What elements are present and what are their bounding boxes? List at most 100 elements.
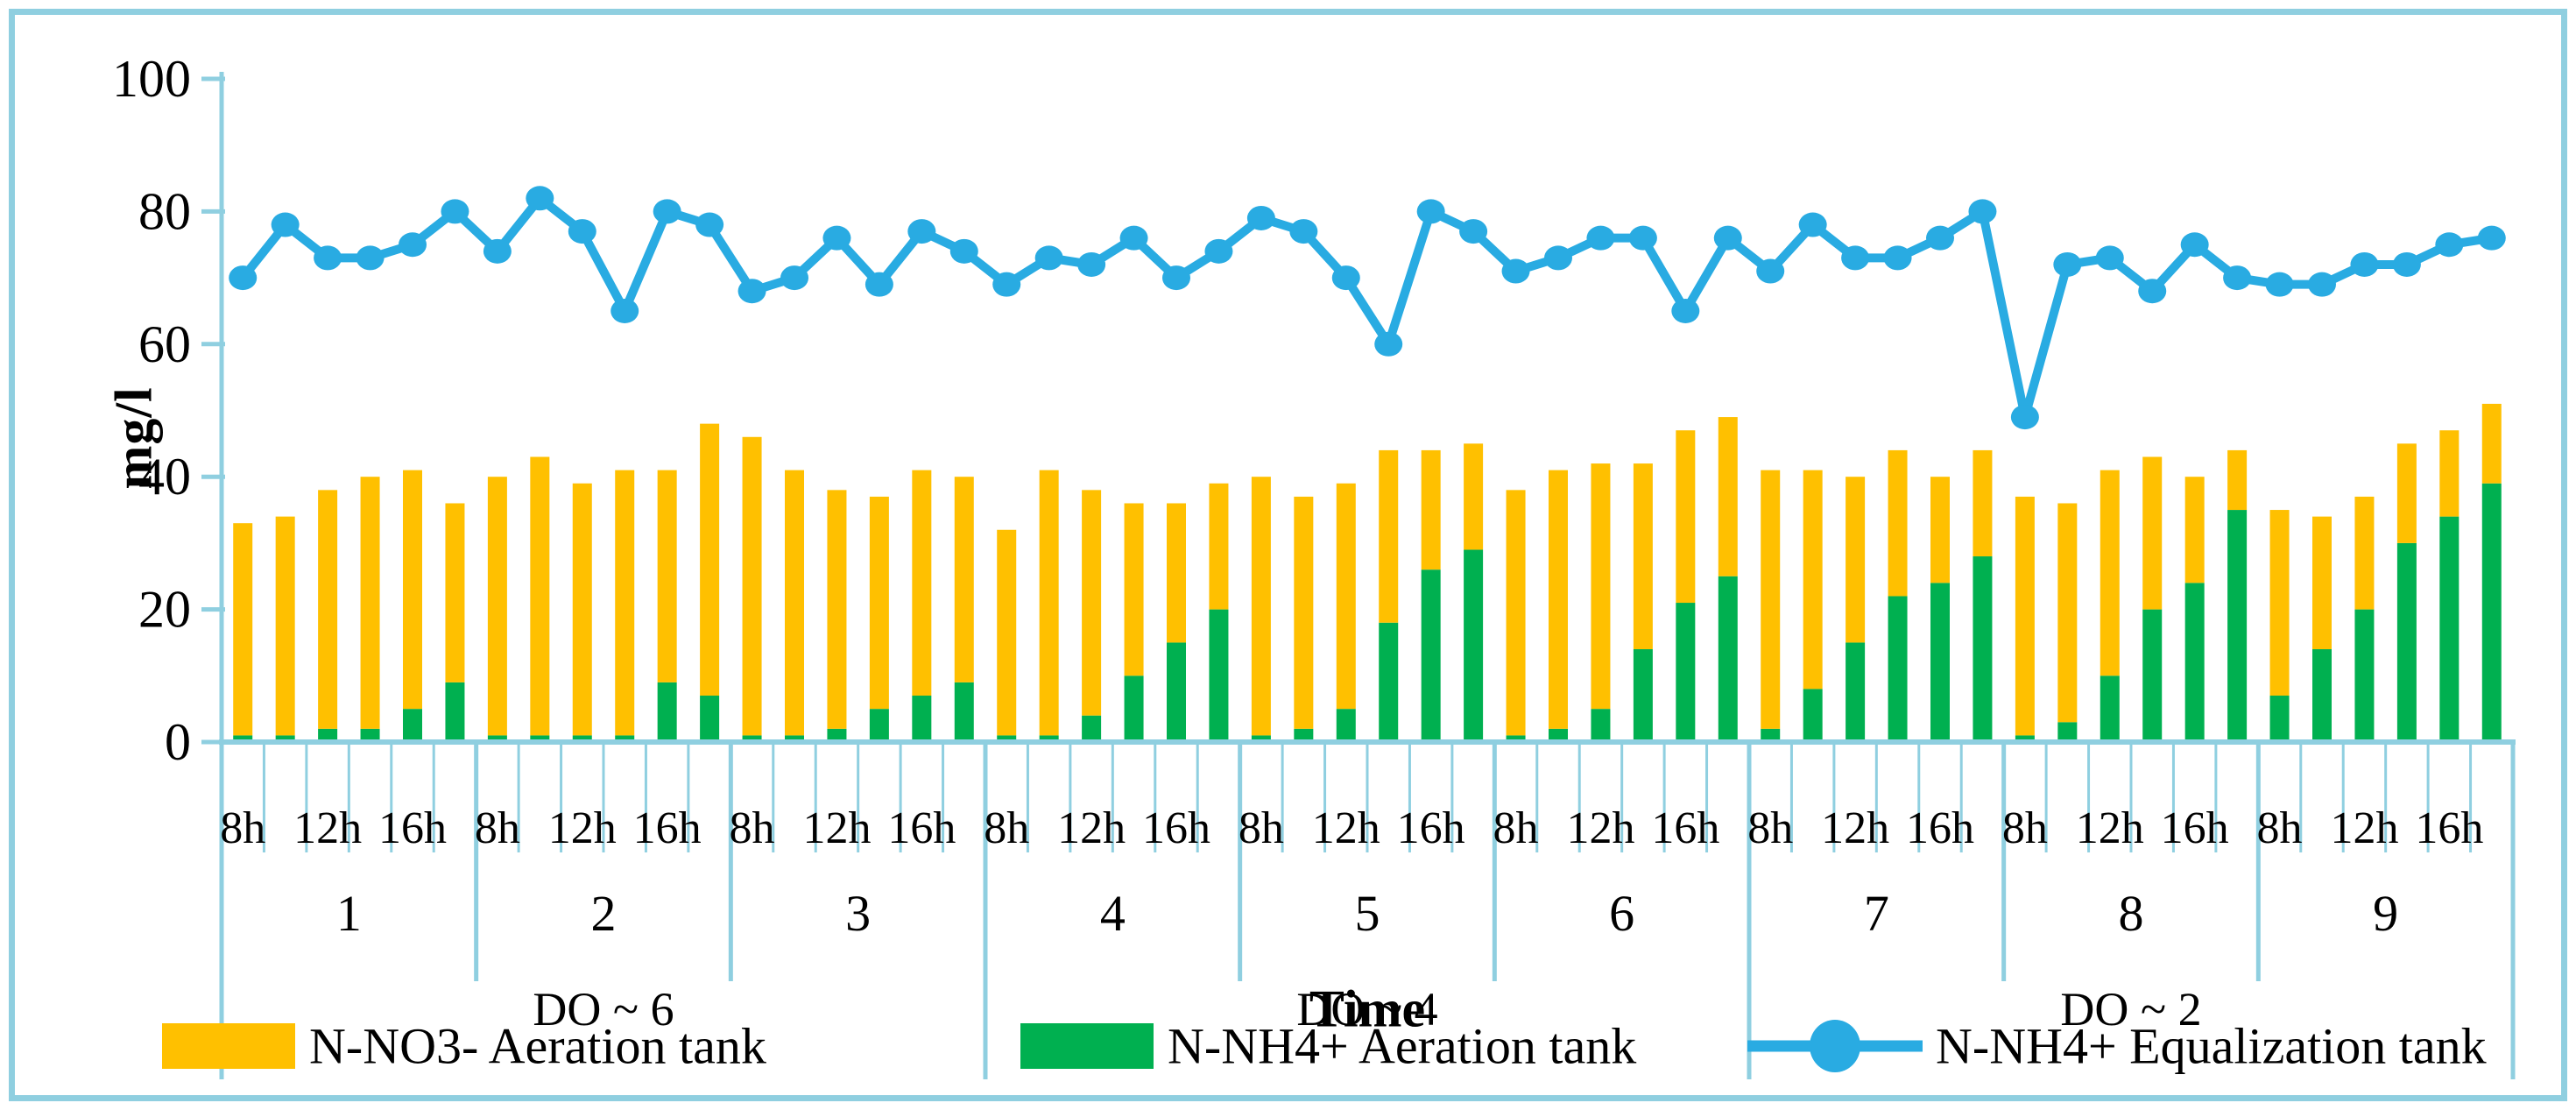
- time-label: 12h: [2330, 803, 2398, 853]
- line-point: [992, 272, 1021, 297]
- bar-green: [1930, 583, 1950, 742]
- bar-green: [318, 728, 338, 742]
- day-label: 8: [2119, 885, 2144, 942]
- bar-green: [912, 696, 932, 742]
- line-point: [526, 186, 554, 211]
- bar-green: [1676, 603, 1696, 742]
- time-label: 12h: [1057, 803, 1126, 853]
- day-label: 3: [845, 885, 871, 942]
- time-label: 8h: [1493, 803, 1539, 853]
- bar-green: [530, 735, 550, 742]
- time-label: 8h: [730, 803, 775, 853]
- day-label: 5: [1355, 885, 1380, 942]
- bar-green: [1888, 596, 1908, 742]
- bar-yellow: [1082, 490, 1102, 716]
- bar-yellow: [318, 490, 338, 729]
- day-label: 9: [2373, 885, 2398, 942]
- line-point: [2138, 279, 2167, 304]
- line-point: [1374, 331, 1403, 357]
- line-point: [2308, 272, 2336, 297]
- bar-yellow: [2015, 496, 2035, 736]
- bar-green: [2439, 516, 2460, 742]
- bar-green: [2184, 583, 2205, 742]
- time-label: 8h: [475, 803, 520, 853]
- bar-green: [360, 728, 380, 742]
- y-tick-label: 80: [138, 182, 191, 240]
- bar-yellow: [1846, 477, 1866, 643]
- line-point: [399, 232, 427, 258]
- bar-yellow: [233, 523, 253, 736]
- bar-yellow: [572, 483, 592, 736]
- bar-green: [997, 735, 1017, 742]
- time-label: 12h: [1312, 803, 1380, 853]
- time-label: 8h: [2002, 803, 2048, 853]
- time-label: 8h: [1239, 803, 1284, 853]
- bar-green: [2100, 675, 2120, 742]
- bar-green: [1846, 642, 1866, 742]
- line-point: [314, 245, 342, 271]
- time-label: 16h: [1142, 803, 1210, 853]
- line-point: [1416, 199, 1445, 224]
- bar-yellow: [2269, 510, 2290, 696]
- line-point: [1883, 245, 1912, 271]
- time-label: 16h: [378, 803, 447, 853]
- bar-yellow: [2184, 477, 2205, 583]
- line-point: [1119, 225, 1148, 251]
- bar-yellow: [827, 490, 847, 729]
- bar-yellow: [445, 503, 465, 682]
- line-point: [1289, 219, 1318, 244]
- time-label: 16h: [1651, 803, 1719, 853]
- bar-yellow: [2439, 430, 2460, 517]
- legend-line-marker-symbol: [1747, 1020, 1923, 1072]
- line-point: [780, 265, 808, 291]
- bar-green: [1718, 576, 1738, 742]
- bar-yellow: [530, 456, 550, 736]
- bar-green: [233, 735, 253, 742]
- line-point: [1034, 245, 1063, 271]
- bar-yellow: [2057, 503, 2078, 723]
- bar-yellow: [1421, 449, 1441, 570]
- do-group-label: DO ~ 4: [1296, 983, 1437, 1036]
- bar-green: [445, 682, 465, 742]
- line-point: [1713, 225, 1742, 251]
- bar-yellow: [1761, 470, 1781, 729]
- bar-yellow: [1888, 449, 1908, 597]
- bar-green: [700, 696, 720, 742]
- line-point: [2435, 232, 2464, 258]
- do-group-label: DO ~ 6: [533, 983, 674, 1036]
- time-label: 16h: [2161, 803, 2229, 853]
- line-point: [568, 219, 596, 244]
- bar-green: [1421, 569, 1441, 742]
- do-group-label: DO ~ 2: [2060, 983, 2201, 1036]
- bar-yellow: [657, 470, 677, 682]
- bar-green: [785, 735, 804, 742]
- bar-green: [1506, 735, 1526, 742]
- line-point: [1841, 245, 1870, 271]
- bar-green: [2227, 510, 2248, 742]
- line-point: [907, 219, 936, 244]
- y-tick-label: 20: [138, 581, 191, 639]
- line-point: [1162, 265, 1190, 291]
- bar-green: [1761, 728, 1781, 742]
- bar-yellow: [1506, 490, 1526, 736]
- line-point: [2180, 232, 2209, 258]
- y-tick-label: 40: [138, 448, 191, 506]
- bar-green: [2396, 542, 2417, 742]
- line-point: [695, 212, 724, 237]
- line-point: [2477, 225, 2506, 251]
- bar-yellow: [2396, 443, 2417, 543]
- time-label: 12h: [2076, 803, 2144, 853]
- bar-yellow: [487, 477, 507, 736]
- bar-green: [2481, 483, 2502, 742]
- chart-border: [9, 9, 2567, 1101]
- bar-yellow: [742, 436, 762, 736]
- line-point: [2053, 251, 2082, 277]
- bar-yellow: [403, 470, 422, 710]
- time-label: 16h: [1906, 803, 1974, 853]
- legend-label: N-NO3- Aeration tank: [309, 1017, 766, 1075]
- line-point: [1246, 205, 1275, 230]
- bar-green: [2269, 696, 2290, 742]
- bar-green: [615, 735, 635, 742]
- bar-yellow: [1379, 449, 1399, 623]
- bar-yellow: [1039, 470, 1059, 736]
